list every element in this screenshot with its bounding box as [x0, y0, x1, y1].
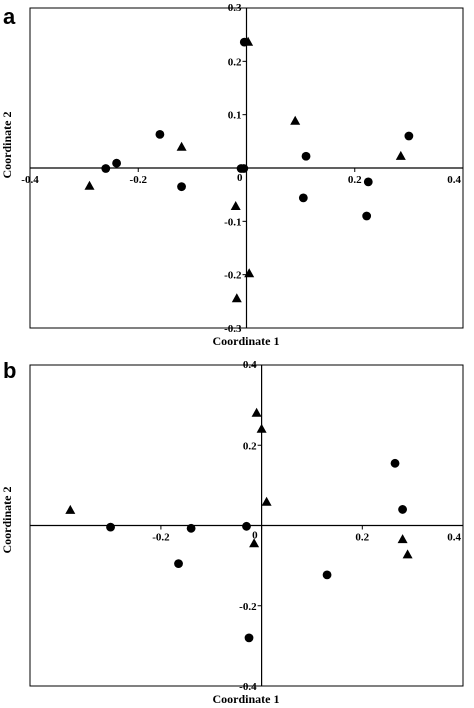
x-tick-label: 0: [252, 530, 258, 542]
triangle-point: [176, 141, 187, 151]
y-tick-label: 0.1: [228, 110, 242, 122]
panel-letter: b: [3, 358, 16, 383]
circle-point: [155, 130, 165, 139]
triangle-point: [249, 538, 260, 548]
y-tick-label: 0.3: [228, 2, 242, 14]
y-tick-label: -0.2: [224, 270, 242, 282]
circle-point: [112, 158, 121, 168]
circle-point: [363, 177, 373, 187]
circle-point: [239, 164, 249, 173]
triangle-point: [261, 496, 272, 506]
circle-point: [177, 182, 186, 192]
triangle-point: [84, 180, 95, 190]
y-tick-label: 0.2: [228, 56, 242, 68]
triangle-point: [65, 504, 76, 514]
circle-point: [298, 193, 308, 203]
triangle-point: [402, 549, 413, 559]
circle-point: [390, 458, 400, 468]
x-tick-label: -0.2: [130, 174, 148, 186]
x-tick-label: 0.2: [355, 532, 369, 544]
x-tick-label: 0.2: [348, 174, 362, 186]
triangle-point: [243, 36, 254, 46]
circle-point: [244, 633, 254, 643]
triangle-point: [230, 201, 241, 210]
x-axis-title: Coordinate 1: [213, 334, 280, 348]
circle-point: [362, 211, 372, 221]
x-tick-label: 0.4: [447, 174, 461, 186]
y-tick-label: 0.2: [243, 440, 257, 452]
triangle-point: [395, 150, 406, 160]
triangle-point: [244, 268, 255, 278]
x-tick-label: 0.4: [447, 532, 461, 544]
circle-point: [106, 522, 115, 532]
panel-letter: a: [3, 4, 16, 29]
circle-point: [301, 151, 311, 161]
circle-point: [398, 505, 407, 514]
y-tick-label: -0.2: [239, 601, 257, 613]
triangle-point: [397, 534, 408, 544]
triangle-point: [231, 293, 242, 303]
x-tick-label: 0: [237, 172, 243, 184]
x-tick-label: -0.2: [152, 532, 170, 544]
x-tick-label: -0.4: [21, 174, 39, 186]
y-tick-label: 0.4: [243, 359, 257, 371]
y-tick-label: -0.1: [224, 216, 241, 228]
circle-point: [404, 131, 414, 141]
y-axis-title: Coordinate 2: [0, 112, 14, 179]
circle-point: [174, 559, 183, 569]
circle-point: [322, 570, 332, 580]
circle-point: [186, 523, 196, 533]
y-tick-label: -0.3: [224, 323, 242, 335]
circle-point: [242, 521, 251, 531]
y-axis-title: Coordinate 2: [0, 487, 14, 554]
x-axis-title: Coordinate 1: [213, 692, 280, 706]
chart-panel-b: -0.2 0 0.2 0.4 -0.4 -0.2 0.2 0.4 b Coordinate 1 Co…: [0, 358, 464, 706]
chart-panel-a: -0.4 -0.2 0 0.2 0.4 -0.3 -0.2 -0.1 0.1 0.2 0.3 a Coo…: [0, 2, 464, 348]
triangle-point: [256, 423, 267, 433]
triangle-point: [290, 115, 301, 125]
y-tick-label: -0.4: [239, 681, 257, 693]
triangle-point: [251, 407, 262, 417]
circle-point: [101, 164, 111, 173]
